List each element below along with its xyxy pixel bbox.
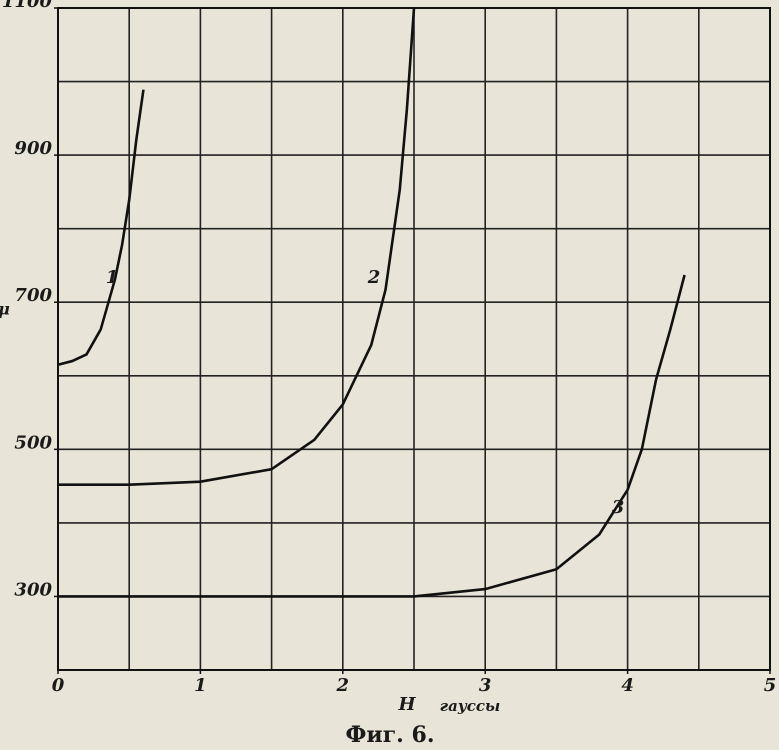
y-tick-label: 700 — [14, 285, 52, 306]
curve-label: 2 — [367, 267, 381, 288]
x-tick-label: 3 — [479, 675, 492, 696]
x-axis-unit: гауссы — [440, 697, 501, 715]
x-tick-label: 4 — [621, 675, 634, 696]
curve — [58, 274, 686, 598]
y-tick-label: 1100 — [2, 0, 53, 12]
x-tick-label: 5 — [764, 675, 777, 696]
y-tick-label: 300 — [14, 579, 52, 600]
curve-label: 1 — [106, 267, 119, 288]
x-tick-label: 0 — [52, 675, 65, 696]
curve — [58, 7, 416, 486]
y-tick-label: 900 — [14, 138, 52, 159]
y-axis-label: μ — [0, 300, 10, 319]
x-axis-label: H — [397, 694, 416, 715]
x-tick-label: 1 — [194, 675, 207, 696]
curve — [57, 89, 145, 367]
y-tick-label: 500 — [14, 432, 52, 453]
caption: Фиг. 6. — [346, 722, 435, 748]
x-tick-label: 2 — [336, 675, 350, 696]
curve-label: 3 — [612, 497, 625, 518]
